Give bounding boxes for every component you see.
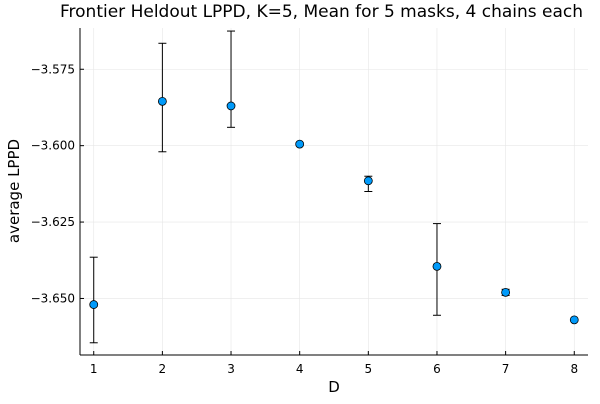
y-tick-label: −3.575 bbox=[31, 62, 75, 76]
data-point bbox=[89, 300, 99, 309]
y-tick-label: −3.600 bbox=[31, 139, 75, 153]
x-tick-label: 5 bbox=[365, 362, 373, 376]
x-tick-label: 6 bbox=[433, 362, 441, 376]
data-points bbox=[89, 96, 579, 325]
x-ticks: 1 2 3 4 5 6 7 8 bbox=[90, 351, 578, 376]
data-point bbox=[226, 101, 236, 111]
y-axis-label: average LPPD bbox=[5, 139, 23, 243]
x-tick-label: 8 bbox=[570, 362, 578, 376]
data-point bbox=[157, 96, 167, 106]
data-point bbox=[363, 176, 373, 186]
x-axis-label: D bbox=[328, 378, 340, 396]
y-tick-label: −3.625 bbox=[31, 215, 75, 229]
data-point bbox=[569, 315, 579, 325]
y-tick-label: −3.650 bbox=[31, 291, 75, 305]
data-point bbox=[295, 139, 305, 149]
x-tick-label: 1 bbox=[90, 362, 98, 376]
chart-title: Frontier Heldout LPPD, K=5, Mean for 5 m… bbox=[60, 2, 583, 22]
x-tick-label: 7 bbox=[502, 362, 510, 376]
x-tick-label: 4 bbox=[296, 362, 304, 376]
error-bar bbox=[227, 30, 236, 128]
y-ticks: −3.575 −3.600 −3.625 −3.650 bbox=[31, 62, 84, 305]
x-tick-label: 2 bbox=[159, 362, 167, 376]
grid-lines bbox=[80, 28, 588, 355]
data-point bbox=[432, 261, 442, 271]
axes bbox=[79, 28, 588, 356]
error-bar bbox=[89, 256, 98, 344]
data-point bbox=[501, 287, 511, 297]
x-tick-label: 3 bbox=[227, 362, 235, 376]
